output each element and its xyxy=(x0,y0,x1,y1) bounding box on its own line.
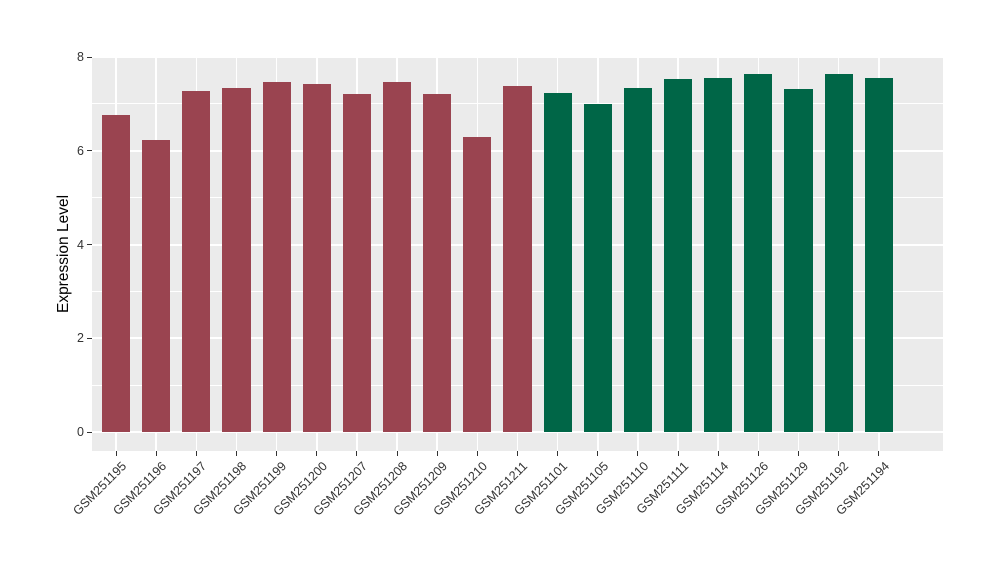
bar xyxy=(302,83,331,432)
y-tick xyxy=(87,337,92,339)
x-tick xyxy=(517,451,518,456)
bar xyxy=(463,136,492,432)
y-tick-label: 8 xyxy=(77,50,84,64)
bar xyxy=(262,81,291,432)
y-tick xyxy=(87,244,92,245)
x-tick xyxy=(878,451,880,456)
bar xyxy=(423,94,452,432)
bar xyxy=(383,82,412,432)
bar xyxy=(744,74,773,432)
bar xyxy=(102,114,131,432)
y-tick-label: 4 xyxy=(77,237,84,252)
bar xyxy=(784,88,813,432)
x-tick xyxy=(276,451,278,456)
bar xyxy=(583,103,612,432)
y-tick xyxy=(87,150,92,152)
x-tick xyxy=(557,451,559,456)
x-tick xyxy=(677,451,679,456)
bar xyxy=(704,78,733,432)
y-tick xyxy=(87,431,92,433)
y-tick-label: 0 xyxy=(77,425,84,439)
x-tick xyxy=(236,451,237,456)
bar xyxy=(623,87,652,432)
x-tick xyxy=(356,451,358,456)
y-tick-label: 2 xyxy=(77,331,84,346)
x-tick xyxy=(476,451,478,456)
x-tick xyxy=(838,451,840,456)
x-tick xyxy=(717,451,719,456)
y-axis-title: Expression Level xyxy=(55,194,72,314)
x-tick xyxy=(316,451,318,456)
x-tick xyxy=(396,451,398,456)
bar xyxy=(503,86,532,432)
x-tick xyxy=(797,451,799,456)
x-tick xyxy=(155,451,157,456)
y-tick xyxy=(87,56,92,58)
bar xyxy=(142,139,171,432)
x-tick xyxy=(637,451,639,456)
bar xyxy=(664,79,693,432)
bar xyxy=(222,87,251,432)
bar xyxy=(182,90,211,432)
y-tick-label: 6 xyxy=(77,143,84,158)
bar xyxy=(543,93,572,432)
x-tick xyxy=(757,451,759,456)
bar xyxy=(342,94,371,432)
bar xyxy=(824,74,853,432)
bar xyxy=(864,78,893,432)
x-tick xyxy=(115,451,117,456)
x-tick xyxy=(195,451,197,456)
x-tick xyxy=(597,451,599,456)
x-tick xyxy=(436,451,438,456)
